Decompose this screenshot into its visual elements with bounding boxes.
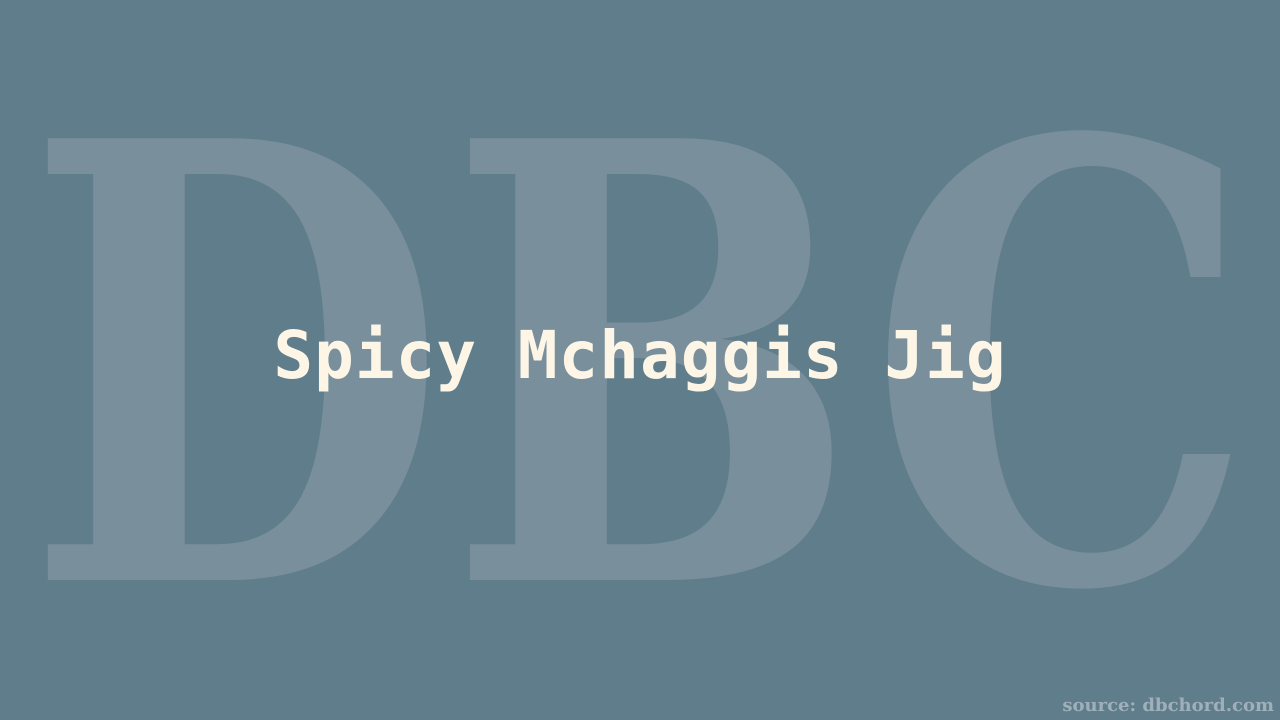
source-credit: source: dbchord.com xyxy=(1062,695,1274,716)
song-title: Spicy Mchaggis Jig xyxy=(273,317,1007,394)
watermark-text: DBC xyxy=(25,11,1255,720)
